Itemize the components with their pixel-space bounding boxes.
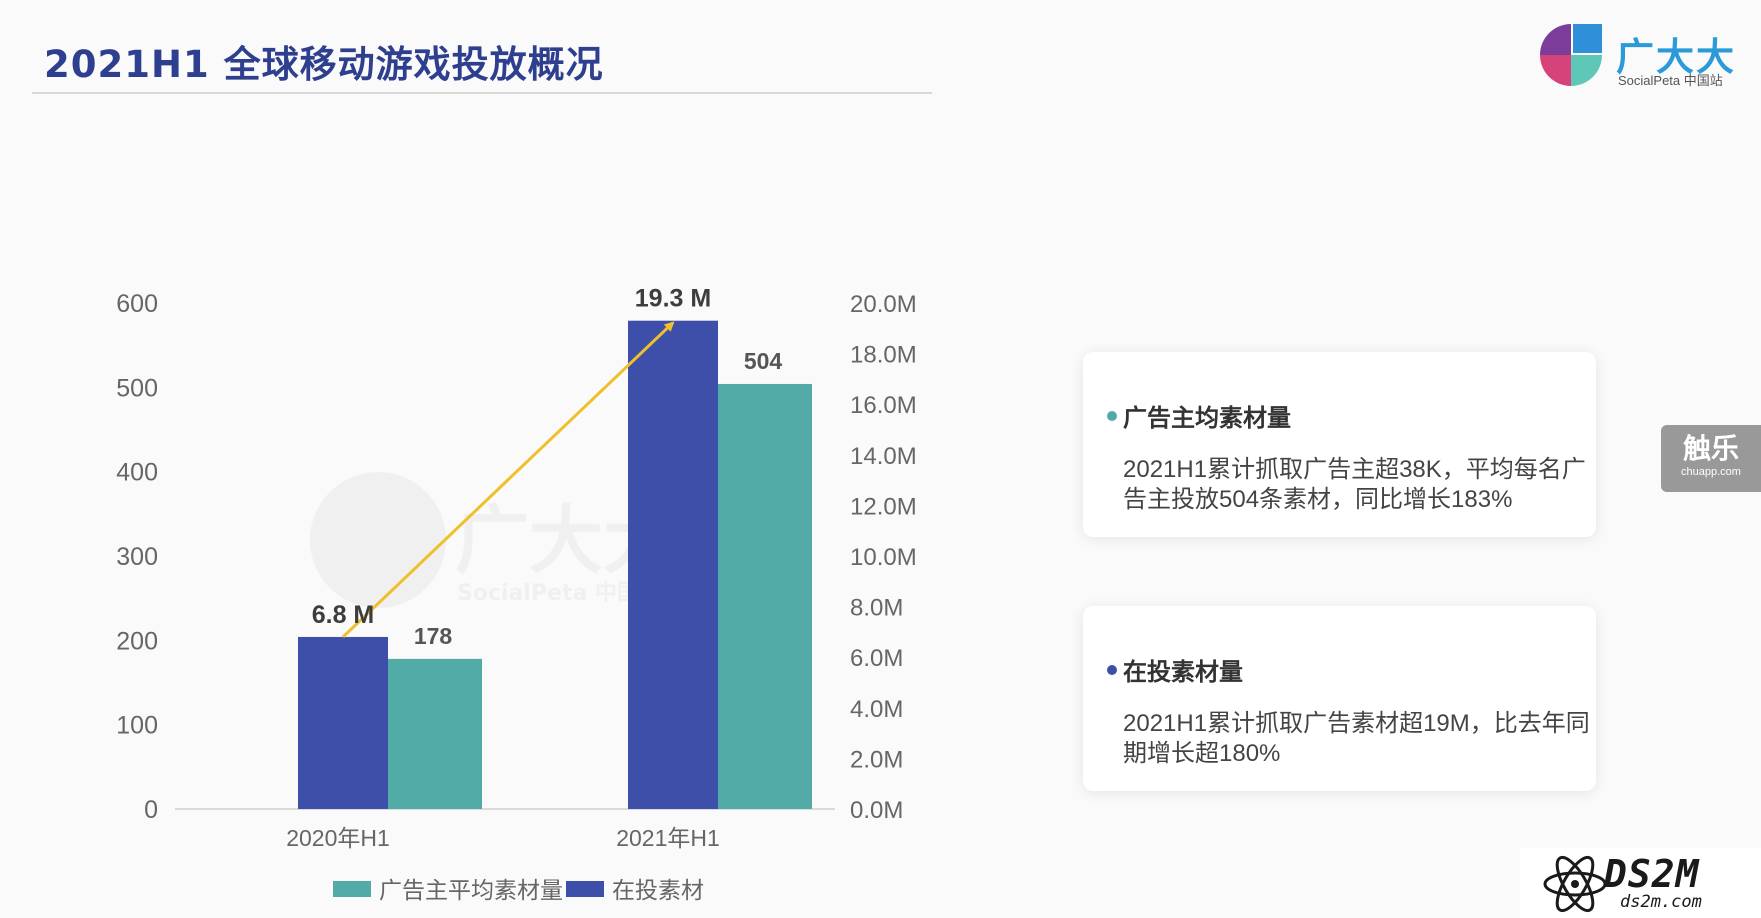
y-right-tick-label: 16.0M (850, 392, 917, 419)
y-left-tick-label: 400 (116, 459, 158, 487)
chuapp-badge[interactable]: 触乐 chuapp.com (1661, 425, 1761, 492)
watermark-icon (310, 472, 446, 608)
ds2m-watermark: DS2M ds2m.com (1520, 848, 1761, 918)
logo-name: 广大大 (1616, 35, 1737, 79)
data-label-active-creatives: 19.3 M (635, 285, 711, 313)
atom-icon (1543, 855, 1607, 913)
bar-active-creatives (628, 320, 718, 809)
y-right-tick-label: 4.0M (850, 696, 903, 723)
y-left-tick-label: 100 (116, 712, 158, 740)
y-left-tick-label: 200 (116, 627, 158, 655)
legend-label: 在投素材 (612, 877, 704, 903)
data-label-active-creatives: 6.8 M (312, 601, 375, 629)
data-label-advertiser-average: 504 (744, 348, 783, 374)
bullet-dot (1107, 410, 1117, 421)
card-title: 广告主均素材量 (1123, 405, 1291, 432)
brand-logo: 广大大 SocialPeta 中国站 (1540, 22, 1750, 92)
y-left-tick-label: 0 (144, 796, 158, 824)
y-right-tick-label: 18.0M (850, 342, 917, 369)
y-right-tick-label: 2.0M (850, 746, 903, 773)
bullet-dot (1107, 664, 1117, 675)
card-active-creatives: 在投素材量 2021H1累计抓取广告素材超19M，比去年同期增长超180% (1083, 606, 1596, 791)
y-left-tick-label: 300 (116, 543, 158, 571)
card-body: 2021H1累计抓取广告素材超19M，比去年同期增长超180% (1123, 710, 1590, 767)
ds2m-url: ds2m.com (1620, 892, 1702, 912)
y-left-tick-label: 500 (116, 374, 158, 402)
y-right-tick-label: 14.0M (850, 443, 917, 470)
card-title: 在投素材量 (1123, 659, 1243, 686)
x-category-label: 2020年H1 (286, 825, 390, 851)
legend-swatch (566, 881, 604, 897)
logo-icon (1540, 24, 1602, 86)
growth-arrow (341, 321, 675, 639)
card-advertiser-average: 广告主均素材量 2021H1累计抓取广告主超38K，平均每名广告主投放504条素… (1083, 352, 1596, 537)
logo-subtitle: SocialPeta 中国站 (1618, 73, 1723, 88)
y-right-tick-label: 20.0M (850, 291, 917, 318)
chuapp-url: chuapp.com (1681, 466, 1741, 478)
y-left-tick-label: 600 (116, 290, 158, 318)
bar-advertiser-average (718, 383, 812, 809)
y-right-tick-label: 12.0M (850, 493, 917, 520)
legend-swatch (333, 881, 371, 897)
y-right-tick-label: 8.0M (850, 595, 903, 622)
title-divider (32, 92, 932, 94)
bar-advertiser-average (388, 658, 482, 809)
page-title: 2021H1 全球移动游戏投放概况 (44, 43, 604, 86)
watermark-sub: SocialPeta 中国站 (457, 581, 661, 606)
y-right-tick-label: 10.0M (850, 544, 917, 571)
chuapp-name: 触乐 (1682, 433, 1739, 464)
ds2m-name: DS2M (1604, 852, 1700, 896)
bar-active-creatives (298, 636, 388, 809)
y-right-tick-label: 6.0M (850, 645, 903, 672)
card-body: 2021H1累计抓取广告主超38K，平均每名广告主投放504条素材，同比增长18… (1123, 456, 1586, 513)
legend-label: 广告主平均素材量 (379, 877, 563, 903)
y-right-tick-label: 0.0M (850, 797, 903, 824)
data-label-advertiser-average: 178 (414, 623, 453, 649)
x-category-label: 2021年H1 (616, 825, 720, 851)
